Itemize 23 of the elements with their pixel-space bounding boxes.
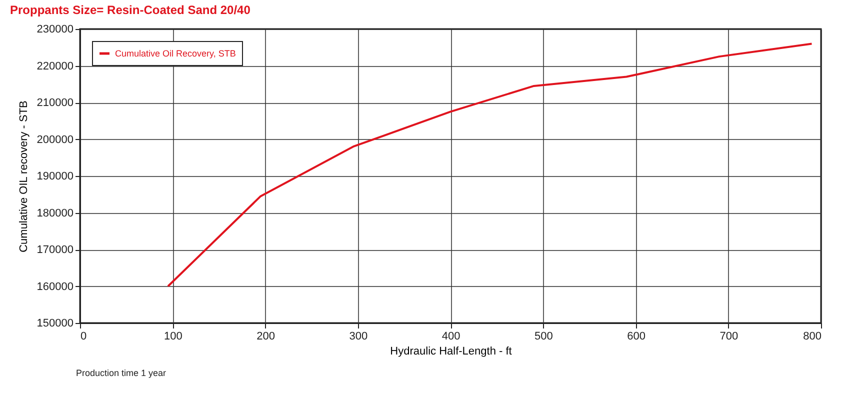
x-tick-label: 300 bbox=[349, 330, 368, 342]
x-tick-label: 500 bbox=[534, 330, 553, 342]
x-tick-label: 100 bbox=[164, 330, 182, 342]
y-tick-label: 210000 bbox=[36, 97, 74, 109]
x-tick-label: 600 bbox=[627, 330, 646, 342]
legend-label: Cumulative Oil Recovery, STB bbox=[115, 48, 236, 58]
y-axis-title: Cumulative OIL recovery - STB bbox=[18, 100, 30, 252]
x-tick-label: 800 bbox=[803, 330, 822, 342]
y-tick-label: 170000 bbox=[36, 244, 74, 256]
x-tick-label: 0 bbox=[80, 330, 87, 342]
x-tick-label: 700 bbox=[720, 330, 738, 342]
x-axis-title: Hydraulic Half-Length - ft bbox=[390, 346, 512, 358]
chart-title: Proppants Size= Resin-Coated Sand 20/40 bbox=[10, 3, 251, 17]
y-tick-label: 190000 bbox=[36, 170, 74, 182]
text: Production time 1 year bbox=[76, 368, 166, 378]
y-tick-label: 230000 bbox=[36, 24, 74, 36]
y-tick-label: 200000 bbox=[36, 134, 74, 146]
x-tick-label: 400 bbox=[442, 330, 460, 342]
x-tick-label: 200 bbox=[256, 330, 275, 342]
y-tick-label: 180000 bbox=[36, 207, 74, 220]
y-tick-label: 150000 bbox=[36, 318, 74, 330]
y-tick-label: 160000 bbox=[36, 280, 74, 293]
y-tick-label: 220000 bbox=[36, 60, 74, 72]
